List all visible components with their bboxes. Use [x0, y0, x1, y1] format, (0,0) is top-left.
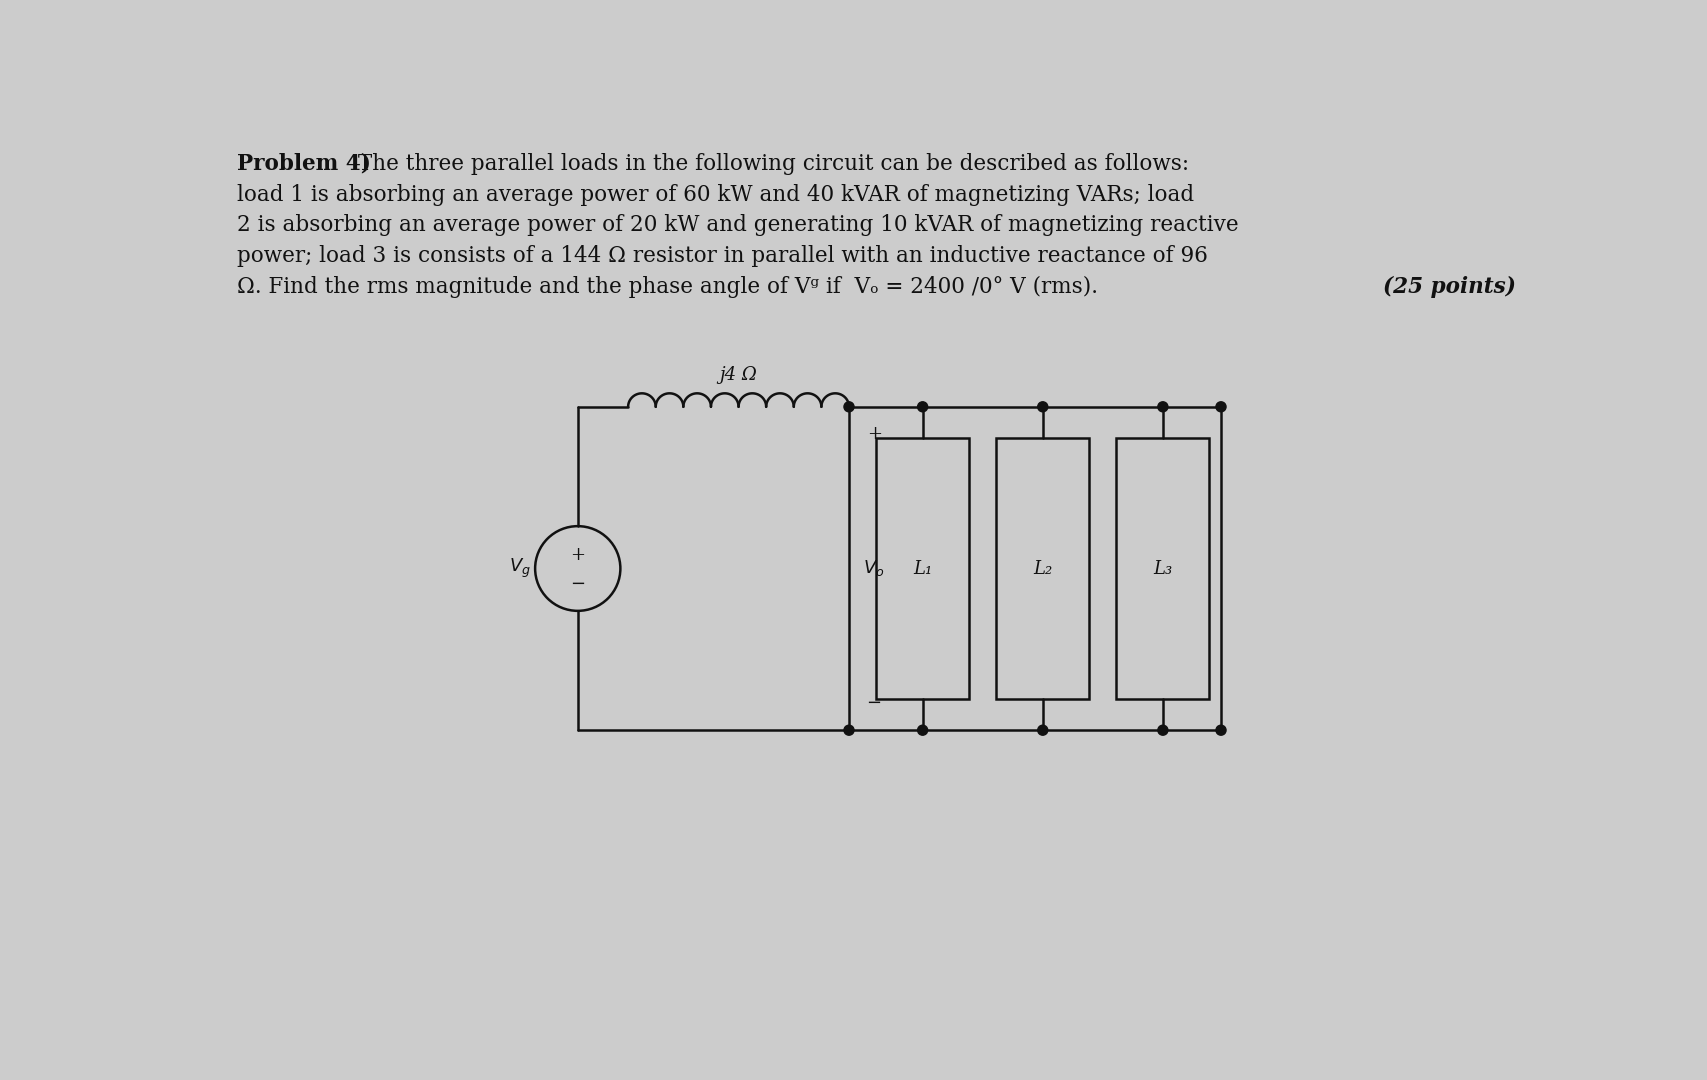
- Text: Ω. Find the rms magnitude and the phase angle of Vᵍ if  Vₒ = 2400 /0° V (rms).: Ω. Find the rms magnitude and the phase …: [237, 275, 1098, 298]
- Circle shape: [843, 402, 854, 411]
- Bar: [995, 437, 1089, 700]
- Text: L₂: L₂: [1033, 559, 1052, 578]
- Text: The three parallel loads in the following circuit can be described as follows:: The three parallel loads in the followin…: [352, 152, 1188, 175]
- Circle shape: [1038, 725, 1046, 735]
- Text: +: +: [570, 545, 586, 564]
- Text: (25 points): (25 points): [1381, 275, 1514, 298]
- Text: 2 is absorbing an average power of 20 kW and generating 10 kVAR of magnetizing r: 2 is absorbing an average power of 20 kW…: [237, 214, 1238, 237]
- Text: −: −: [570, 575, 586, 593]
- Circle shape: [843, 725, 854, 735]
- Circle shape: [1157, 402, 1168, 411]
- Text: $V_o$: $V_o$: [864, 558, 884, 579]
- Text: L₁: L₁: [913, 559, 932, 578]
- Circle shape: [917, 402, 927, 411]
- Circle shape: [917, 725, 927, 735]
- Text: Problem 4): Problem 4): [237, 152, 370, 175]
- Bar: [1116, 437, 1209, 700]
- Text: L₃: L₃: [1152, 559, 1171, 578]
- Text: +: +: [865, 424, 881, 443]
- Bar: [876, 437, 968, 700]
- Text: power; load 3 is consists of a 144 Ω resistor in parallel with an inductive reac: power; load 3 is consists of a 144 Ω res…: [237, 245, 1207, 267]
- Text: −: −: [865, 694, 881, 712]
- Text: load 1 is absorbing an average power of 60 kW and 40 kVAR of magnetizing VARs; l: load 1 is absorbing an average power of …: [237, 184, 1193, 205]
- Circle shape: [1157, 725, 1168, 735]
- Circle shape: [1215, 402, 1226, 411]
- Text: $V_g$: $V_g$: [509, 557, 531, 580]
- Circle shape: [1038, 402, 1046, 411]
- Circle shape: [1215, 725, 1226, 735]
- Text: j4 Ω: j4 Ω: [719, 366, 756, 384]
